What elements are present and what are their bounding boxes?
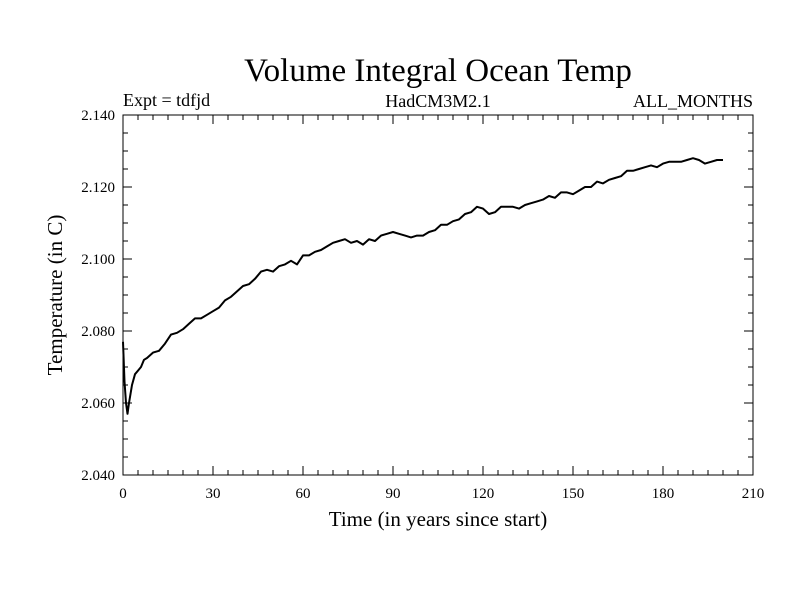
plot-frame (122, 114, 754, 476)
x-axis-label: Time (in years since start) (329, 507, 548, 531)
y-tick-label: 2.100 (81, 252, 115, 268)
series-line-tdfjd (122, 157, 723, 415)
subtitle-left: Expt = tdfjd (123, 90, 210, 110)
x-tick-label: 120 (472, 486, 495, 502)
subtitle-right: ALL_MONTHS (633, 91, 753, 111)
y-tick-label: 2.040 (81, 468, 115, 484)
x-tick-label: 0 (119, 486, 127, 502)
x-tick-label: 210 (742, 486, 765, 502)
y-tick-label: 2.140 (81, 108, 115, 124)
y-tick-label: 2.060 (81, 396, 115, 412)
y-tick-label: 2.080 (81, 324, 115, 340)
x-tick-label: 180 (652, 486, 675, 502)
x-tick-label: 60 (296, 486, 311, 502)
axis-ticks (122, 114, 754, 476)
x-tick-labels: 0 30 60 90 120 150 180 210 (119, 486, 764, 502)
y-tick-label: 2.120 (81, 180, 115, 196)
y-tick-labels: 2.040 2.060 2.080 2.100 2.120 2.140 (81, 108, 115, 484)
subtitle-center: HadCM3M2.1 (385, 91, 491, 111)
chart-title: Volume Integral Ocean Temp (244, 53, 632, 89)
x-tick-label: 90 (386, 486, 401, 502)
x-tick-label: 150 (562, 486, 585, 502)
x-tick-label: 30 (206, 486, 221, 502)
y-axis-label: Temperature (in C) (43, 215, 67, 376)
